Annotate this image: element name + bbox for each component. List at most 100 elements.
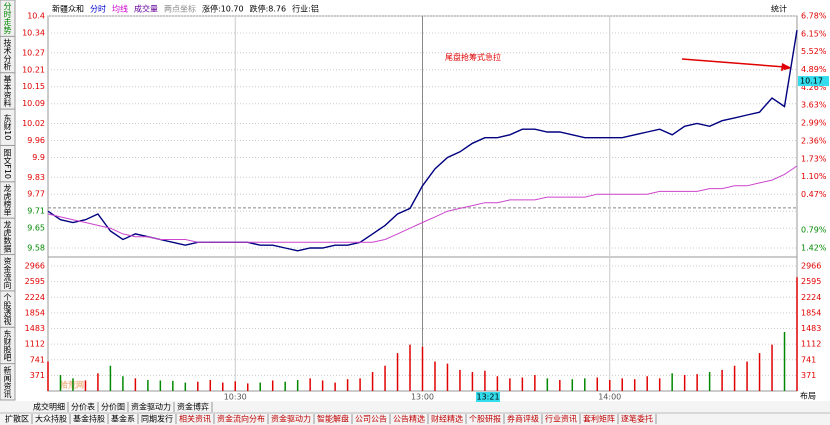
tab[interactable]: 资金博弈	[177, 402, 209, 412]
tab[interactable]: 分价图	[101, 403, 125, 412]
volume-tick-label-right: 2224	[801, 293, 821, 302]
volume-tick-label: 1112	[25, 340, 45, 349]
pct-tick-label: 1.10%	[801, 172, 827, 181]
volume-tick-label-right: 1483	[801, 324, 821, 333]
volume-tick-label: 2595	[25, 277, 45, 286]
stats-button[interactable]: 统计	[771, 4, 787, 14]
y-tick-label: 9.58	[27, 244, 45, 253]
tab[interactable]: 资金驱动力	[131, 402, 171, 412]
volume-tick-label: 371	[30, 371, 45, 380]
cursor-box	[476, 392, 501, 402]
toolbar-item[interactable]: 跌停:8.76	[250, 4, 287, 14]
y-tick-label: 9.9	[32, 153, 45, 162]
tab[interactable]: 基金系	[111, 414, 135, 424]
toolbar-item[interactable]: 两点坐标	[164, 4, 196, 14]
current-price-label: 10.17	[800, 77, 823, 86]
x-tick-label: 10:30	[224, 393, 247, 402]
tab[interactable]: 分价表	[71, 402, 95, 412]
y-tick-label: 10.21	[22, 65, 45, 74]
sidebar-tab[interactable]: 龙虎数据	[3, 219, 12, 253]
sidebar-tab[interactable]: 个股透视	[3, 293, 12, 326]
current-price-box	[798, 76, 829, 87]
pct-tick-label: 1.73%	[801, 154, 827, 163]
toolbar-item[interactable]: 均线	[112, 4, 128, 14]
volume-tick-label-right: 2966	[801, 262, 821, 271]
sidebar-tab[interactable]: 新闻资讯	[3, 365, 12, 399]
toolbar-item[interactable]: 分时	[90, 4, 106, 14]
volume-tick-label: 2966	[25, 262, 45, 271]
tab[interactable]: 资金流向分布	[217, 414, 265, 424]
volume-tick-label-right: 1854	[801, 308, 821, 317]
y-tick-label: 10.4	[27, 12, 45, 21]
y-tick-label: 10.34	[22, 28, 45, 37]
tab[interactable]: 逐笔委托	[621, 414, 653, 424]
tab[interactable]: 成交明细	[33, 402, 65, 412]
volume-tick-label-right: 2595	[801, 277, 821, 286]
pct-tick-label: 4.89%	[801, 65, 827, 74]
pct-tick-label: 2.36%	[801, 137, 827, 146]
pct-tick-label: 5.52%	[801, 47, 827, 56]
tab[interactable]: 行业资讯	[545, 414, 577, 424]
toolbar-item[interactable]: 新疆众和	[52, 4, 84, 14]
y-tick-label: 10.02	[22, 119, 45, 128]
tab[interactable]: 个股研报	[469, 414, 501, 424]
toolbar-item[interactable]: 涨停:10.70	[202, 4, 244, 14]
volume-tick-label-right: 1112	[801, 340, 821, 349]
x-tick-label: 13:00	[411, 393, 434, 402]
sidebar-tab[interactable]: 分时走势	[3, 2, 12, 35]
tab[interactable]: 大众持股	[35, 414, 67, 424]
pct-tick-label: 2.99%	[801, 119, 827, 128]
avg-line	[47, 165, 798, 243]
toolbar-item[interactable]: 行业:铝	[292, 4, 319, 14]
pct-tick-label: 0.47%	[801, 190, 827, 199]
pct-tick-label: 0.79%	[801, 226, 827, 235]
volume-tick-label-right: 741	[801, 355, 816, 364]
x-tick-label: 14:00	[598, 393, 621, 402]
layout-button[interactable]: 布局	[800, 391, 816, 401]
pct-tick-label: 1.42%	[801, 244, 827, 253]
watermark: 拾荒网	[60, 380, 84, 390]
sidebar-tab[interactable]: 东财股吧	[3, 328, 12, 361]
sidebar-tab[interactable]: 资金流向	[3, 256, 12, 289]
volume-tick-label: 1854	[25, 308, 45, 317]
tab[interactable]: 同期发行	[141, 414, 173, 424]
tab[interactable]: 基金持股	[73, 414, 105, 424]
price-line	[47, 29, 798, 252]
y-tick-label: 9.65	[27, 224, 45, 233]
pct-tick-label: 6.78%	[801, 12, 827, 21]
tab[interactable]: 券商评级	[507, 414, 539, 424]
y-tick-label: 9.71	[27, 207, 45, 216]
sidebar-tab[interactable]: 龙虎榜单	[3, 183, 12, 217]
tab[interactable]: 智能解盘	[317, 414, 349, 424]
volume-tick-label: 1483	[25, 324, 45, 333]
tab[interactable]: 公司公告	[355, 414, 387, 424]
annotation-arrow	[681, 58, 786, 68]
y-tick-label: 10.27	[22, 48, 45, 57]
y-tick-label: 9.77	[27, 190, 45, 199]
tab[interactable]: 公告精选	[393, 414, 425, 424]
tab[interactable]: 相关资讯	[179, 414, 211, 424]
y-tick-label: 10.15	[22, 82, 45, 91]
tab[interactable]: 资金驱动力	[271, 414, 311, 424]
volume-tick-label-right: 371	[801, 371, 816, 380]
toolbar-item[interactable]: 成交量	[134, 4, 158, 14]
volume-tick-label: 741	[30, 355, 45, 364]
pct-tick-label: 4.26%	[801, 83, 827, 92]
pct-tick-label: 6.15%	[801, 29, 827, 38]
sidebar-tab[interactable]: 东财10	[3, 113, 12, 140]
sidebar-tab[interactable]: 基本资料	[3, 74, 12, 108]
tab[interactable]: 套利矩阵	[583, 414, 615, 424]
pct-tick-label: 3.63%	[801, 101, 827, 110]
tab[interactable]: 扩散区	[5, 414, 29, 424]
cursor-label: 13:21	[477, 393, 500, 402]
sidebar-tab[interactable]: 技术分析	[3, 38, 12, 72]
tab[interactable]: 财经精选	[431, 414, 463, 424]
sidebar-tab[interactable]: 图文F10	[3, 148, 12, 179]
y-tick-label: 9.83	[27, 173, 45, 182]
annotation: 尾盘抢筹式急拉	[445, 52, 501, 62]
y-tick-label: 10.09	[22, 99, 45, 108]
arrow-head	[781, 63, 792, 71]
